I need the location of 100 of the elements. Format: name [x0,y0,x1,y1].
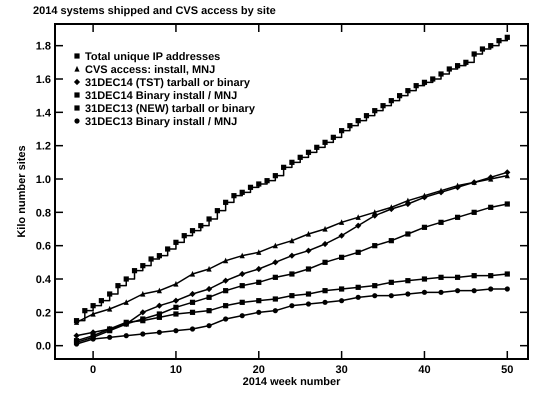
point [223,288,228,294]
point [198,223,204,228]
point [190,228,196,234]
point [240,283,245,288]
point [338,232,345,239]
point [372,283,378,288]
point [173,240,179,245]
point [472,273,477,278]
point [488,204,494,210]
point [214,208,220,214]
legend-label: 31DEC13 Binary install / MNJ [85,116,238,128]
point [223,258,228,264]
point [124,333,129,338]
point [272,296,278,302]
legend-label: 31DEC14 (TST) tarball or binary [85,77,251,89]
y-tick-label: 1.2 [36,140,51,153]
point [438,274,444,280]
point [454,288,460,294]
point [272,274,278,280]
point [388,293,394,298]
point [356,118,361,124]
point [256,249,262,255]
y-axis-title: Kilo number sites [16,145,28,238]
point [405,291,410,297]
point [289,160,295,165]
point [422,80,428,85]
point [330,134,336,140]
point [488,286,494,292]
point [289,303,295,308]
point [322,288,328,294]
point [82,308,88,314]
point [289,238,295,244]
point [454,63,460,68]
point [356,294,361,300]
point [107,291,112,297]
point [405,231,410,237]
y-tick-label: 0.4 [36,274,52,286]
point [206,216,212,222]
point [356,250,361,255]
point [107,306,112,312]
point [206,294,212,300]
point [223,316,228,322]
point [173,304,179,310]
point [504,34,510,40]
point [496,38,502,44]
point [206,308,212,314]
point [223,200,228,205]
legend-label: CVS access: install, MNJ [85,64,216,76]
point [140,263,146,268]
y-tick-label: 1.0 [36,174,51,186]
x-tick-label: 30 [335,364,348,376]
point [504,286,510,292]
point [438,290,444,295]
point [272,259,278,266]
point [256,280,262,285]
point [356,214,361,220]
point [298,154,303,160]
legend-label: Total unique IP addresses [85,51,220,63]
point [322,300,328,305]
point [173,328,179,334]
point [182,233,187,238]
y-tick-label: 1.4 [36,107,52,120]
x-tick-label: 0 [90,364,96,376]
point [388,98,394,104]
point [380,103,386,108]
point [172,298,180,304]
y-tick-label: 1.8 [36,40,51,53]
point [454,274,460,280]
point [190,326,196,332]
point [372,108,378,114]
point [472,51,477,57]
point [289,293,295,298]
point [306,230,312,237]
point [438,220,444,225]
point [364,113,370,118]
point [422,224,428,230]
point [248,184,254,190]
point [231,193,237,198]
point [256,181,262,187]
point [190,270,196,277]
point [240,252,245,258]
point [165,246,170,252]
legend-label: 31DEC14 Binary install / MNJ [85,90,238,102]
point [240,300,245,305]
point [388,238,394,244]
point [256,310,262,315]
point [372,243,378,248]
point [388,280,394,285]
point [480,46,486,52]
point [206,266,212,272]
y-tick-label: 0.6 [36,240,51,253]
point [422,290,428,295]
point [240,190,245,195]
point [90,310,96,317]
point [115,283,121,288]
point [397,93,402,98]
point [281,164,286,170]
point [272,242,278,248]
point [132,268,138,274]
point [306,291,312,297]
